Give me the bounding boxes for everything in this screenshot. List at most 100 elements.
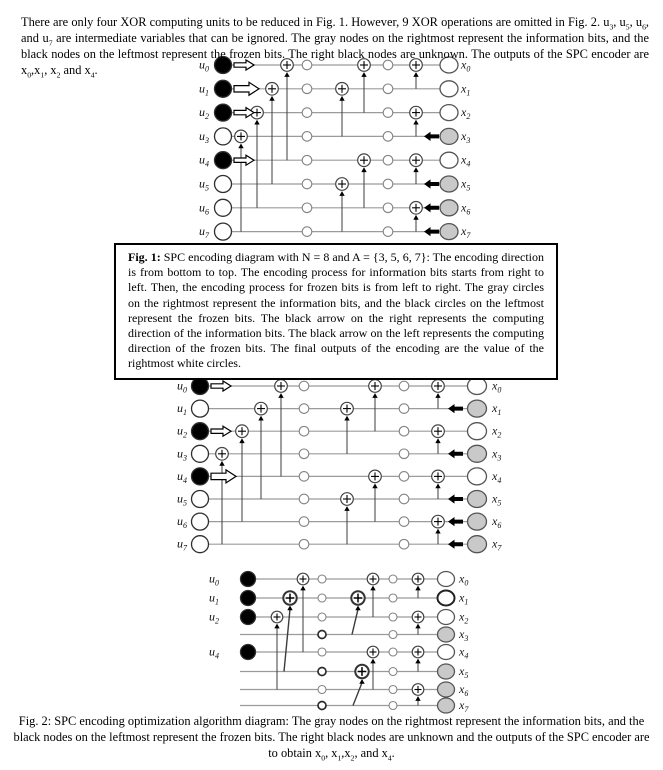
u-label: u1 bbox=[199, 81, 209, 97]
info-direction-arrow bbox=[424, 203, 439, 213]
frozen-input-node bbox=[213, 79, 233, 98]
x-label: x2 bbox=[460, 105, 470, 121]
x-label: x5 bbox=[460, 177, 470, 193]
frozen-input-node bbox=[213, 103, 233, 122]
x-label: x7 bbox=[460, 224, 471, 240]
u-label: u4 bbox=[209, 645, 219, 661]
u-label: u0 bbox=[199, 58, 209, 74]
u-label: u5 bbox=[199, 177, 209, 193]
u-label: u0 bbox=[177, 379, 187, 395]
relay-node bbox=[317, 684, 327, 695]
relay-node bbox=[298, 471, 310, 482]
frozen-input-node bbox=[239, 643, 257, 661]
x-label: x0 bbox=[491, 379, 501, 395]
output-node bbox=[466, 376, 488, 396]
relay-node bbox=[298, 516, 310, 527]
up-arrowhead bbox=[258, 415, 264, 421]
info-output-node bbox=[466, 535, 488, 554]
relay-node bbox=[398, 448, 410, 460]
info-output-node bbox=[466, 489, 488, 509]
u-label: u3 bbox=[177, 446, 187, 462]
up-arrowhead bbox=[413, 214, 419, 220]
relay-node bbox=[382, 59, 394, 71]
info-direction-arrow bbox=[448, 494, 463, 504]
info-direction-arrow bbox=[424, 179, 439, 189]
u-label: u2 bbox=[209, 610, 219, 626]
output-node bbox=[439, 103, 459, 122]
relay-node bbox=[298, 403, 310, 414]
frozen-input-node bbox=[190, 376, 210, 396]
relay-node bbox=[388, 666, 398, 677]
relay-node bbox=[301, 178, 313, 190]
relay-node bbox=[388, 647, 398, 657]
up-arrowhead bbox=[287, 605, 293, 611]
relay-node bbox=[398, 425, 410, 437]
relay-node bbox=[398, 516, 410, 527]
info-direction-arrow bbox=[448, 539, 463, 549]
u-label: u7 bbox=[177, 537, 188, 553]
relay-node bbox=[301, 107, 313, 118]
relay-node bbox=[317, 647, 327, 657]
relay-node bbox=[382, 202, 394, 214]
x-label: x6 bbox=[458, 682, 468, 698]
up-arrowhead bbox=[415, 585, 421, 591]
output-node bbox=[436, 570, 456, 588]
u-label: u5 bbox=[177, 492, 187, 508]
relay-node bbox=[301, 226, 313, 237]
xor-connector bbox=[351, 609, 359, 635]
up-arrowhead bbox=[361, 72, 367, 77]
input-node bbox=[190, 535, 210, 554]
relay-node bbox=[398, 493, 410, 505]
input-node bbox=[213, 198, 233, 217]
info-direction-arrow bbox=[448, 404, 463, 414]
info-output-node bbox=[466, 512, 488, 531]
up-arrowhead bbox=[344, 415, 350, 421]
relay-node bbox=[298, 425, 310, 437]
relay-node-highlighted bbox=[317, 700, 327, 711]
x-label: x4 bbox=[458, 645, 468, 661]
x-label: x7 bbox=[458, 698, 469, 714]
u-label: u6 bbox=[177, 514, 187, 530]
x-label: x3 bbox=[491, 446, 501, 462]
up-arrowhead bbox=[284, 72, 290, 77]
intro-paragraph: There are only four XOR computing units … bbox=[21, 15, 650, 79]
info-direction-arrow bbox=[424, 131, 439, 141]
output-node bbox=[436, 589, 456, 607]
relay-node bbox=[388, 612, 398, 622]
x-label: x5 bbox=[458, 664, 468, 680]
frozen-direction-arrow bbox=[210, 468, 238, 485]
up-arrowhead bbox=[372, 483, 378, 489]
up-arrowhead bbox=[372, 393, 378, 398]
u-label: u6 bbox=[199, 200, 209, 216]
up-arrowhead bbox=[274, 623, 280, 629]
up-arrowhead bbox=[344, 506, 350, 511]
output-node bbox=[436, 608, 456, 626]
input-node bbox=[190, 512, 210, 531]
u-label: u0 bbox=[209, 572, 219, 588]
relay-node bbox=[298, 380, 310, 392]
u-label: u1 bbox=[209, 591, 219, 607]
info-output-node bbox=[466, 399, 488, 418]
relay-node bbox=[382, 83, 394, 95]
frozen-direction-arrow bbox=[233, 154, 256, 167]
frozen-input-node bbox=[239, 589, 257, 607]
x-label: x0 bbox=[460, 58, 470, 74]
up-arrowhead bbox=[269, 95, 275, 101]
relay-node bbox=[298, 493, 310, 505]
up-arrowhead bbox=[415, 623, 421, 629]
xor-connector bbox=[352, 682, 363, 706]
u-label: u4 bbox=[199, 153, 209, 169]
relay-node bbox=[382, 131, 394, 142]
frozen-direction-arrow bbox=[233, 106, 256, 119]
up-arrowhead bbox=[339, 191, 345, 196]
frozen-input-node bbox=[239, 570, 257, 588]
relay-node bbox=[388, 684, 398, 695]
up-arrowhead bbox=[435, 528, 441, 534]
u-label: u2 bbox=[199, 105, 209, 121]
frozen-input-node bbox=[213, 55, 233, 75]
x-label: x6 bbox=[491, 514, 501, 530]
info-output-node bbox=[436, 663, 456, 680]
u-label: u7 bbox=[199, 224, 210, 240]
